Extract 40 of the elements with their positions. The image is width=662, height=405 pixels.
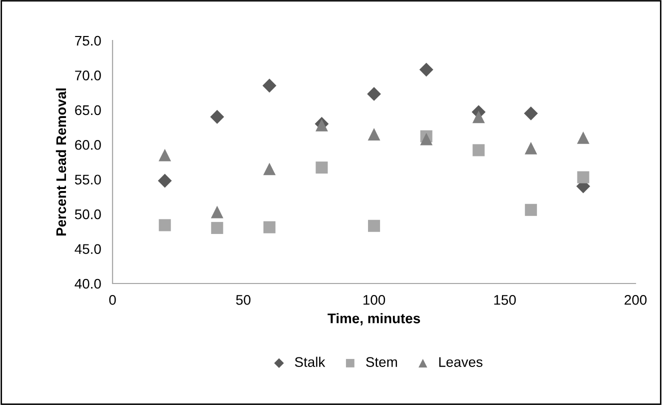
point — [419, 62, 434, 77]
point — [210, 110, 224, 124]
legend-label: Stem — [366, 357, 397, 367]
point — [210, 206, 224, 218]
point — [158, 174, 172, 188]
point — [211, 222, 224, 234]
point — [524, 106, 538, 120]
x-tick-label: 200 — [624, 294, 647, 305]
legend-label: Leaves — [439, 357, 482, 367]
y-tick-label: 50.0 — [74, 209, 101, 220]
point — [577, 131, 590, 144]
y-tick-label: 75.0 — [75, 36, 101, 46]
y-tick-label: 40.0 — [74, 278, 101, 289]
x-axis-title: Time, minutes — [328, 313, 420, 326]
y-tick-label: 45.0 — [74, 244, 101, 254]
y-tick-label: 55.0 — [74, 174, 101, 185]
x-tick-label: 150 — [494, 294, 516, 305]
y-axis-title: Percent Lead Removal — [56, 88, 66, 236]
legend-label: Stalk — [294, 356, 326, 367]
x-tick-label: 50 — [236, 294, 250, 305]
point — [524, 204, 537, 216]
point — [577, 171, 590, 184]
point — [420, 132, 433, 146]
point — [368, 220, 380, 232]
x-tick-label: 0 — [109, 294, 116, 305]
point — [368, 128, 380, 140]
point — [367, 87, 381, 101]
point — [158, 219, 171, 232]
point — [524, 142, 538, 154]
point — [263, 162, 276, 176]
point — [472, 110, 485, 124]
point — [472, 144, 485, 156]
point — [158, 148, 172, 162]
point — [263, 221, 276, 234]
x-tick-label: 100 — [364, 294, 386, 305]
y-tick-label: 60.0 — [75, 140, 101, 150]
y-tick-label: 70.0 — [75, 70, 101, 80]
point — [316, 162, 328, 174]
point — [262, 78, 276, 93]
y-tick-label: 65.0 — [75, 105, 101, 116]
